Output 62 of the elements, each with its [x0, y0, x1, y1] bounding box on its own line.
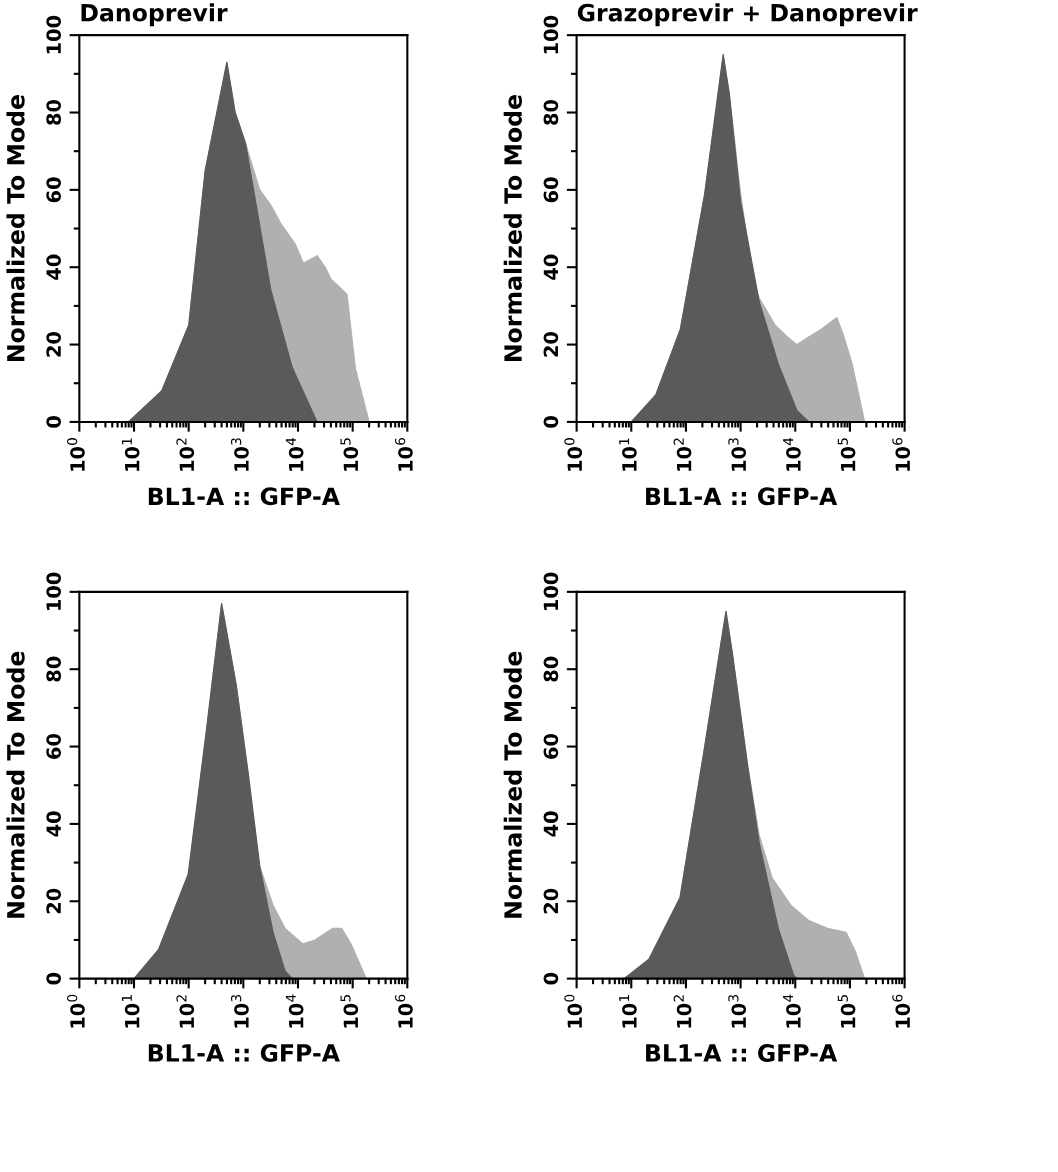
- x-tick-label: 10$^{5}$: [837, 995, 856, 1028]
- y-tick-label: 0: [46, 416, 61, 428]
- x-tick-label: 10$^{0}$: [564, 994, 583, 1028]
- y-tick-label: 20: [543, 331, 559, 357]
- x-tick-label: 10$^{6}$: [892, 994, 911, 1028]
- x-tick-label: 10$^{3}$: [231, 994, 249, 1028]
- x-tick-label: 10$^{5}$: [837, 438, 856, 471]
- y-tick-label: 40: [543, 254, 559, 280]
- x-tick-label: 10$^{2}$: [673, 995, 692, 1028]
- x-axis-title: BL1-A :: GFP-A: [148, 1044, 340, 1062]
- y-tick-label: 60: [46, 177, 61, 203]
- x-tick-label: 10$^{0}$: [564, 438, 583, 471]
- y-tick-label: 60: [46, 733, 61, 759]
- chart-title: Grazoprevir + Danoprevir: [577, 3, 918, 27]
- y-tick-label: 100: [46, 15, 61, 54]
- y-tick-label: 0: [46, 972, 61, 985]
- x-tick-label: 10$^{6}$: [395, 438, 413, 471]
- y-tick-label: 20: [543, 888, 559, 914]
- y-tick-label: 100: [46, 572, 61, 610]
- x-tick-label: 10$^{4}$: [783, 437, 801, 471]
- y-tick-label: 40: [543, 811, 559, 837]
- x-tick-label: 10$^{3}$: [231, 438, 249, 471]
- y-tick-label: 80: [543, 656, 559, 682]
- x-tick-label: 10$^{4}$: [783, 994, 801, 1028]
- y-tick-label: 60: [543, 733, 559, 759]
- y-tick-label: 0: [543, 972, 559, 985]
- x-tick-label: 10$^{5}$: [340, 995, 359, 1028]
- x-tick-label: 10$^{6}$: [892, 438, 911, 471]
- x-axis-title: BL1-A :: GFP-A: [646, 487, 838, 506]
- x-tick-label: 10$^{6}$: [395, 994, 413, 1028]
- y-tick-label: 0: [543, 416, 559, 428]
- y-axis-title: Normalized To Mode: [503, 95, 522, 362]
- y-tick-label: 80: [46, 99, 61, 125]
- x-tick-label: 10$^{2}$: [673, 438, 692, 471]
- y-tick-label: 60: [543, 177, 559, 203]
- x-tick-label: 10$^{4}$: [285, 994, 304, 1028]
- x-axis-title: BL1-A :: GFP-A: [646, 1044, 838, 1062]
- x-tick-label: 10$^{2}$: [176, 438, 195, 471]
- chart-title: Danoprevir: [81, 3, 228, 27]
- y-tick-label: 100: [543, 15, 559, 54]
- x-tick-label: 10$^{0}$: [67, 994, 85, 1028]
- x-tick-label: 10$^{1}$: [121, 995, 140, 1028]
- y-axis-title: Normalized To Mode: [6, 95, 25, 362]
- y-tick-label: 20: [46, 888, 61, 914]
- y-axis-title: Normalized To Mode: [6, 651, 25, 918]
- x-tick-label: 10$^{1}$: [619, 438, 637, 471]
- y-tick-label: 80: [46, 656, 61, 682]
- y-tick-label: 100: [543, 572, 559, 610]
- x-tick-label: 10$^{0}$: [67, 438, 85, 471]
- x-tick-label: 10$^{3}$: [728, 438, 747, 471]
- y-tick-label: 40: [46, 254, 61, 280]
- y-axis-title: Normalized To Mode: [503, 651, 522, 918]
- x-tick-label: 10$^{5}$: [340, 438, 359, 471]
- y-tick-label: 40: [46, 811, 61, 837]
- x-tick-label: 10$^{2}$: [176, 995, 195, 1028]
- x-tick-label: 10$^{1}$: [121, 438, 140, 471]
- x-tick-label: 10$^{1}$: [619, 995, 637, 1028]
- y-tick-label: 20: [46, 331, 61, 357]
- x-axis-title: BL1-A :: GFP-A: [148, 487, 340, 506]
- x-tick-label: 10$^{4}$: [285, 437, 304, 471]
- x-tick-label: 10$^{3}$: [728, 994, 747, 1028]
- y-tick-label: 80: [543, 99, 559, 125]
